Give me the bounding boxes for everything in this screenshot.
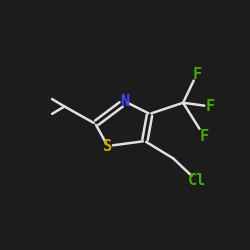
Text: N: N <box>120 94 130 109</box>
Text: Cl: Cl <box>188 173 206 188</box>
Text: F: F <box>200 128 209 144</box>
Text: F: F <box>192 67 201 82</box>
Text: S: S <box>103 138 112 154</box>
Text: F: F <box>206 99 215 114</box>
